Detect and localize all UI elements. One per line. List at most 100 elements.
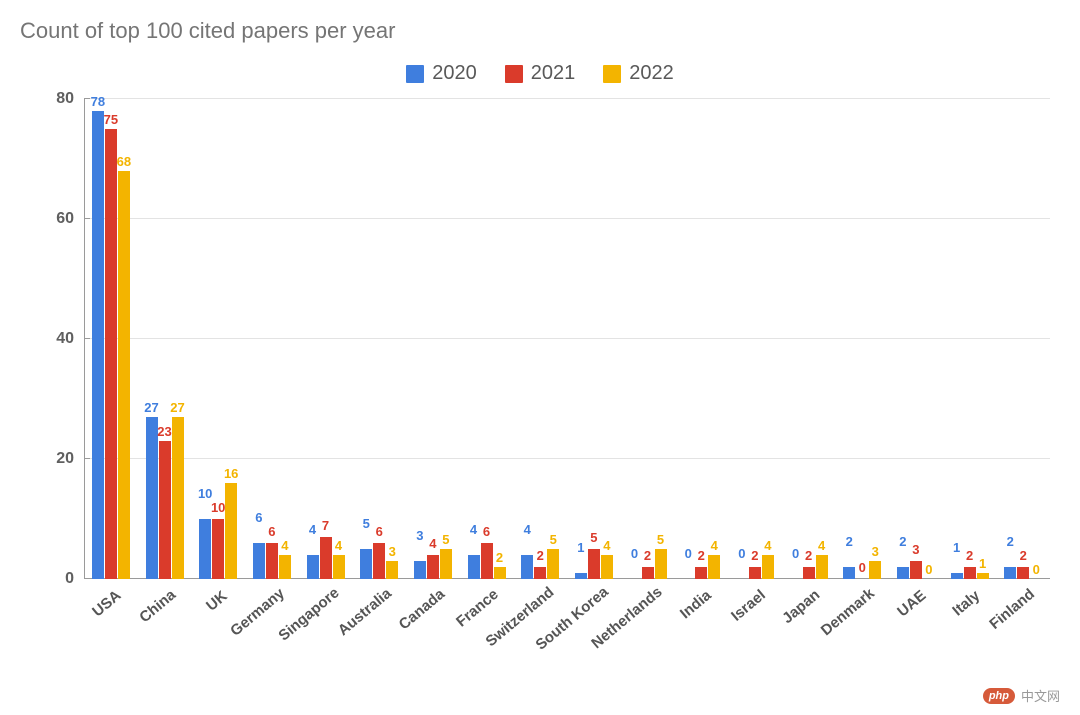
bar-group: 474: [299, 99, 353, 579]
bar-value-label: 0: [792, 546, 799, 563]
bar: 4: [816, 555, 828, 579]
bar-value-label: 75: [104, 112, 118, 129]
legend-label: 2020: [432, 62, 477, 85]
bars-area: 7875682723271010166644745633454624251540…: [84, 99, 1050, 579]
bar-value-label: 2: [805, 548, 812, 565]
bar: 2: [534, 567, 546, 579]
bar-value-label: 4: [429, 536, 436, 553]
bar: 3: [414, 561, 426, 579]
x-tick-label: Finland: [996, 579, 1050, 679]
bar-group: 024: [728, 99, 782, 579]
bar: 10: [212, 519, 224, 579]
bar: 5: [655, 549, 667, 579]
bar-value-label: 5: [363, 516, 370, 533]
watermark-badge: php: [983, 688, 1015, 704]
x-tick-text: China: [136, 586, 179, 626]
bar-value-label: 3: [912, 542, 919, 559]
x-axis-labels: USAChinaUKGermanySingaporeAustraliaCanad…: [84, 579, 1050, 679]
bar-value-label: 4: [818, 538, 825, 555]
bar-value-label: 27: [144, 400, 158, 417]
bar-group: 345: [406, 99, 460, 579]
bar-value-label: 6: [255, 510, 262, 527]
bar-value-label: 5: [590, 530, 597, 547]
bar-value-label: 16: [224, 466, 238, 483]
bar: 6: [373, 543, 385, 579]
bar: 5: [440, 549, 452, 579]
bar-group: 563: [352, 99, 406, 579]
bar-value-label: 27: [170, 400, 184, 417]
bar: 4: [307, 555, 319, 579]
bar: 2: [695, 567, 707, 579]
bar-group: 024: [782, 99, 836, 579]
bar-group: 230: [889, 99, 943, 579]
bar-value-label: 2: [1020, 548, 1027, 565]
legend-label: 2021: [531, 62, 576, 85]
bar-value-label: 0: [738, 546, 745, 563]
legend-item: 2022: [603, 62, 674, 85]
watermark-text: 中文网: [1021, 686, 1060, 705]
bar: 2: [642, 567, 654, 579]
bar: 6: [253, 543, 265, 579]
x-tick-text: UK: [203, 588, 231, 615]
bar: 2: [803, 567, 815, 579]
bar-group: 154: [567, 99, 621, 579]
bar-value-label: 2: [966, 548, 973, 565]
bar-value-label: 4: [470, 522, 477, 539]
bar: 4: [333, 555, 345, 579]
x-tick-label: Canada: [406, 579, 460, 679]
bar: 2: [843, 567, 855, 579]
x-tick-text: France: [453, 586, 502, 631]
x-tick-text: India: [677, 587, 715, 623]
bar-value-label: 3: [872, 544, 879, 561]
bar: 2: [897, 567, 909, 579]
bar: 5: [360, 549, 372, 579]
bar-value-label: 2: [899, 534, 906, 551]
bar-value-label: 4: [335, 538, 342, 555]
bar-value-label: 0: [685, 546, 692, 563]
bar-value-label: 78: [91, 94, 105, 111]
y-tick-label: 40: [56, 330, 74, 348]
bar-group: 025: [621, 99, 675, 579]
bar: 4: [279, 555, 291, 579]
bar-value-label: 0: [925, 562, 932, 579]
bar-value-label: 0: [631, 546, 638, 563]
bar: 3: [386, 561, 398, 579]
bar: 3: [869, 561, 881, 579]
bar: 2: [1004, 567, 1016, 579]
bar: 7: [320, 537, 332, 579]
bar-value-label: 7: [322, 518, 329, 535]
bar: 2: [1017, 567, 1029, 579]
bar-value-label: 2: [496, 550, 503, 567]
bar-value-label: 68: [117, 154, 131, 171]
bar-value-label: 6: [483, 524, 490, 541]
x-tick-text: Israel: [728, 586, 769, 624]
bar-group: 462: [460, 99, 514, 579]
bar: 4: [521, 555, 533, 579]
bar: 4: [708, 555, 720, 579]
bar-value-label: 5: [657, 532, 664, 549]
bar-value-label: 4: [764, 538, 771, 555]
x-tick-label: Italy: [943, 579, 997, 679]
bar-group: 425: [513, 99, 567, 579]
bar-value-label: 5: [550, 532, 557, 549]
bar-value-label: 23: [157, 424, 171, 441]
bar-value-label: 1: [953, 540, 960, 557]
x-tick-label: UAE: [889, 579, 943, 679]
x-tick-label: Israel: [728, 579, 782, 679]
bar: 2: [749, 567, 761, 579]
x-tick-label: Denmark: [835, 579, 889, 679]
bar: 5: [547, 549, 559, 579]
bar-value-label: 6: [268, 524, 275, 541]
bar-group: 787568: [84, 99, 138, 579]
bar: 2: [964, 567, 976, 579]
watermark: php 中文网: [983, 686, 1060, 705]
legend-item: 2021: [505, 62, 576, 85]
bar-value-label: 2: [1007, 534, 1014, 551]
bar-value-label: 2: [846, 534, 853, 551]
bar-group: 220: [996, 99, 1050, 579]
bar-value-label: 3: [389, 544, 396, 561]
bar-group: 664: [245, 99, 299, 579]
x-tick-label: USA: [84, 579, 138, 679]
bar-value-label: 0: [1033, 562, 1040, 579]
bar-value-label: 4: [281, 538, 288, 555]
